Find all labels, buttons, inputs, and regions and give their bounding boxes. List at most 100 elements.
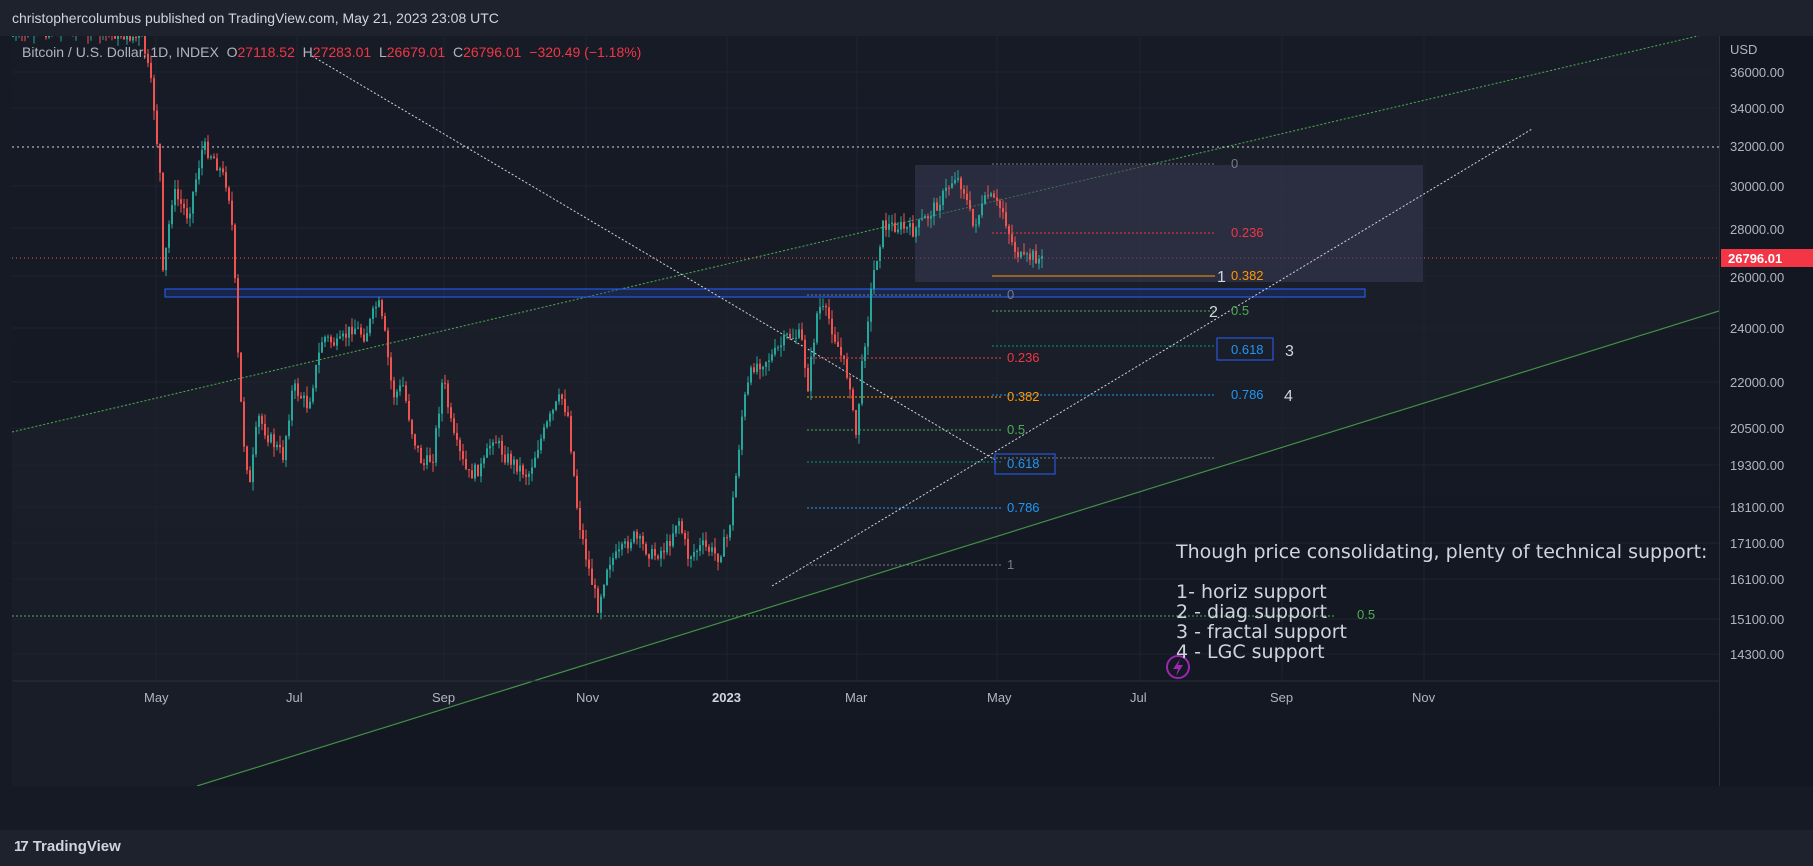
candle-body [669,541,671,547]
candle-body [651,548,653,559]
candle-body [207,141,209,158]
candle-body [1035,250,1037,264]
candle-body [549,413,551,422]
candle-body [609,564,611,570]
candle-body [906,227,908,229]
candle-body [312,388,314,402]
upper-channel-line [12,36,1700,433]
candle-body [459,439,461,452]
chart-svg[interactable]: 0.5 0 0.236 0.382 0.5 0.618 [12,36,1719,786]
x-tick-sep: Sep [432,690,455,705]
candle-body [831,318,833,335]
candle-body [186,208,188,219]
candle-body [933,202,935,217]
candle-body [684,532,686,539]
candle-body [744,394,746,417]
candle-body [630,542,632,549]
tradingview-logo[interactable]: 17 TradingView [14,838,121,855]
candle-body [987,195,989,197]
candle-body [918,219,920,228]
candle-body [858,403,860,435]
candle-body [333,342,335,346]
candle-body [618,549,620,552]
candle-body [954,179,956,184]
candle-body [393,380,395,398]
candle-body [585,538,587,560]
candle-body [978,215,980,225]
candle-body [213,156,215,159]
candle-body [195,179,197,192]
marker-4: 4 [1284,388,1293,405]
fib-lower-0618-box [994,453,1056,475]
lightning-icon[interactable] [1166,655,1190,679]
candle-body [315,365,317,389]
candle-body [219,168,221,171]
candle-body [378,300,380,307]
candle-body [441,382,443,414]
candle-body [999,200,1001,209]
candle-body [591,568,593,585]
candle-body [567,412,569,417]
candle-body [813,342,815,357]
candle-body [516,459,518,472]
candle-body [654,548,656,556]
candle-body [561,394,563,400]
candle-body [135,36,137,38]
currency-label: USD [1730,42,1757,57]
candle-body [246,446,248,471]
candle-body [138,36,140,38]
candle-body [993,193,995,198]
candle-body [900,222,902,230]
candle-body [1032,250,1034,260]
candle-body [600,596,602,613]
candle-body [201,149,203,169]
y-tick: 36000.00 [1730,65,1784,80]
candle-body [759,363,761,370]
diagonal-downtrend-line [311,55,998,462]
price-axis[interactable]: USD 36000.00 34000.00 32000.00 30000.00 … [1719,36,1813,786]
candle-body [816,313,818,343]
candle-body [726,537,728,539]
candle-body [225,172,227,188]
candle-body [426,455,428,465]
candle-body [1011,234,1013,243]
candle-body [375,306,377,309]
candle-body [345,333,347,338]
candle-body [849,377,851,390]
fib-lower-label-0382: 0.382 [1007,389,1040,404]
candle-body [171,205,173,225]
candle-body [603,584,605,597]
x-tick-mar: Mar [845,690,868,705]
chart-area[interactable]: 0.5 0 0.236 0.382 0.5 0.618 [12,36,1719,786]
candle-body [690,556,692,559]
symbol-legend[interactable]: Bitcoin / U.S. Dollar, 1D, INDEX O27118.… [22,44,641,60]
candle-body [198,168,200,180]
candle-body [807,367,809,392]
candle-body [291,390,293,421]
candle-body [354,328,356,335]
candle-body [663,550,665,553]
candle-body [369,318,371,334]
candle-body [159,144,161,173]
candle-body [126,36,128,40]
candle-body [120,36,122,37]
candle-body [1041,256,1043,259]
candle-body [738,449,740,476]
last-price-badge [1721,249,1813,267]
y-tick: 26000.00 [1730,270,1784,285]
candle-body [720,556,722,563]
fib-upper-label-0: 0 [1231,156,1238,171]
candle-body [687,538,689,559]
y-tick: 17100.00 [1730,536,1784,551]
candle-body [765,361,767,367]
candle-body [909,223,911,228]
candle-body [471,470,473,479]
candle-body [975,224,977,226]
y-tick: 22000.00 [1730,375,1784,390]
candle-body [837,341,839,347]
candle-body [384,316,386,331]
y-tick: 15100.00 [1730,612,1784,627]
candle-body [873,269,875,289]
candle-body [222,168,224,173]
candle-body [525,474,527,477]
